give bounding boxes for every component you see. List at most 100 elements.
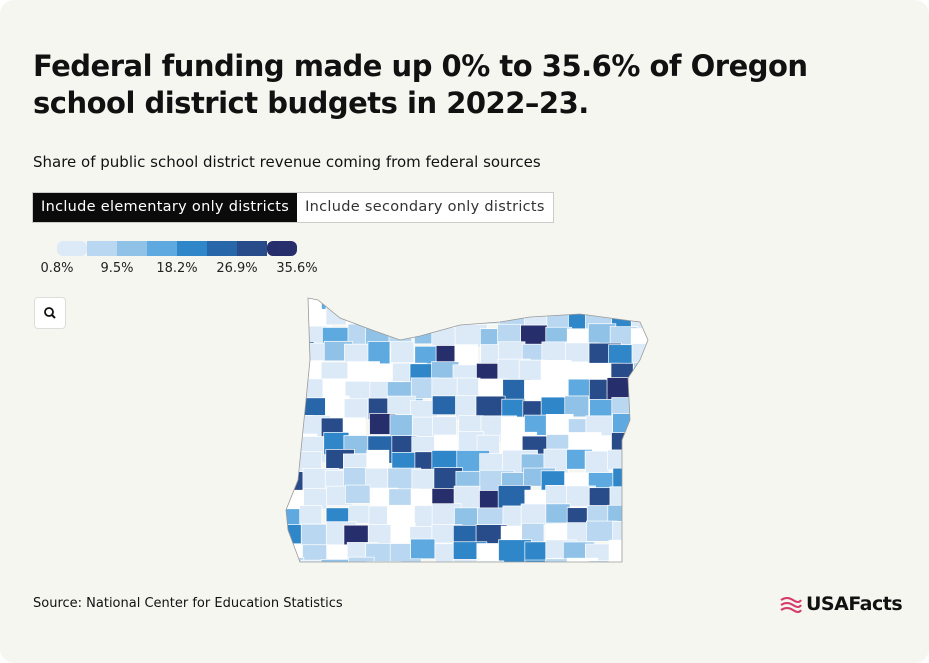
district — [540, 360, 572, 385]
district — [628, 381, 648, 407]
district — [300, 559, 334, 562]
district — [630, 328, 648, 357]
district — [432, 416, 457, 436]
legend-label: 35.6% — [276, 261, 317, 276]
legend-swatch — [207, 241, 237, 256]
district — [501, 398, 526, 425]
district — [609, 326, 638, 346]
district — [568, 418, 591, 442]
legend-swatch — [117, 241, 147, 256]
district — [455, 395, 486, 421]
district — [589, 399, 622, 420]
district — [304, 325, 328, 349]
district — [453, 559, 479, 562]
district — [366, 561, 402, 562]
district — [502, 449, 538, 477]
district — [454, 324, 488, 348]
district — [630, 484, 648, 511]
district — [431, 503, 462, 529]
district — [299, 436, 335, 464]
district — [414, 451, 438, 479]
district — [479, 328, 509, 357]
district — [367, 435, 399, 464]
district — [568, 307, 605, 333]
district — [606, 377, 639, 406]
district — [566, 507, 593, 536]
district — [522, 400, 555, 429]
district — [301, 360, 324, 384]
district — [630, 543, 648, 562]
district — [612, 521, 636, 548]
district — [541, 298, 575, 316]
district — [286, 399, 303, 420]
district — [456, 450, 490, 476]
district — [366, 449, 390, 476]
district — [343, 398, 369, 421]
district — [500, 416, 525, 445]
district — [286, 471, 313, 499]
district — [588, 472, 619, 497]
district — [411, 416, 443, 438]
district — [564, 472, 597, 498]
district — [500, 563, 522, 590]
legend-swatch — [267, 241, 297, 256]
district — [454, 344, 479, 370]
district — [588, 362, 621, 392]
district — [434, 435, 466, 456]
district — [411, 468, 443, 490]
district — [348, 504, 385, 524]
district — [320, 559, 358, 562]
district — [286, 544, 307, 562]
district — [543, 448, 569, 476]
district — [322, 378, 357, 408]
district — [435, 307, 469, 330]
district — [500, 525, 532, 550]
district — [298, 342, 327, 372]
district — [286, 298, 307, 312]
district — [567, 378, 600, 404]
zoom-button[interactable] — [34, 297, 66, 329]
district — [322, 327, 350, 355]
district — [345, 309, 381, 330]
tab[interactable]: Include elementary only districts — [33, 193, 298, 222]
tab-bar: Include elementary only districts Include… — [32, 192, 554, 223]
district — [608, 298, 632, 315]
district — [475, 395, 506, 419]
district — [433, 467, 463, 494]
legend-swatch — [237, 241, 267, 256]
district — [387, 467, 422, 496]
district — [431, 524, 463, 544]
district — [367, 524, 394, 549]
district — [299, 308, 333, 335]
district — [458, 431, 484, 452]
district — [497, 323, 522, 350]
district — [545, 503, 571, 524]
district — [347, 323, 376, 347]
tab[interactable]: Include secondary only districts — [305, 199, 545, 215]
district — [390, 341, 415, 363]
title: Federal funding made up 0% to 35.6% of O… — [33, 49, 808, 120]
district — [476, 543, 504, 562]
district — [414, 345, 440, 365]
district — [368, 505, 404, 528]
district — [301, 415, 331, 444]
district — [411, 436, 444, 456]
district — [632, 397, 648, 425]
district — [452, 541, 488, 562]
district — [546, 309, 575, 334]
district — [453, 485, 481, 514]
district — [498, 307, 535, 332]
district — [478, 378, 509, 399]
district — [584, 450, 610, 475]
district — [325, 395, 350, 423]
legend-label: 18.2% — [156, 261, 197, 276]
district — [343, 435, 372, 455]
district — [300, 523, 328, 548]
district — [524, 489, 548, 517]
district — [431, 361, 460, 381]
district — [321, 298, 348, 316]
district — [286, 433, 318, 462]
district — [456, 306, 485, 326]
district — [475, 305, 503, 325]
district — [411, 305, 441, 329]
